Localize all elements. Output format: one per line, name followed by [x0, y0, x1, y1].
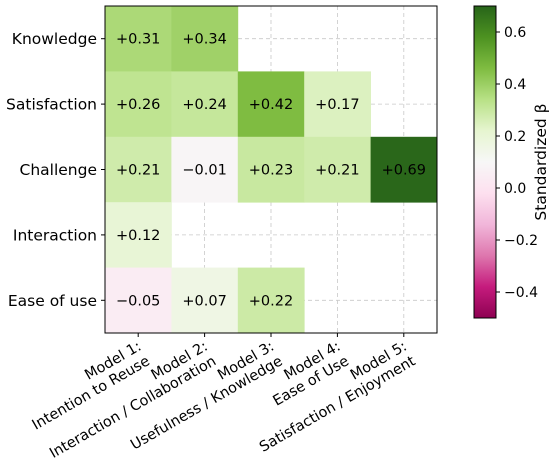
heatmap-cell	[237, 136, 305, 203]
colorbar-gradient	[473, 5, 497, 319]
cell-value-label: +0.31	[116, 32, 160, 48]
cell-value-label: −0.05	[116, 293, 160, 309]
cell-value-label: +0.17	[315, 97, 359, 113]
cell-value-labels: +0.31 +0.34 +0.26 +0.24 +0.42 +0.17 +0.21 −0.01…	[116, 32, 426, 310]
heatmap-cell	[171, 136, 239, 203]
cell-value-label: +0.69	[382, 163, 426, 179]
colorbar-label: Standardized β	[532, 103, 550, 220]
cell-value-label: +0.24	[182, 97, 226, 113]
y-tick-label: Challenge	[20, 161, 98, 179]
y-tick-label: Knowledge	[12, 30, 97, 48]
heatmap-cells	[105, 6, 438, 334]
heatmap-cell	[105, 267, 172, 334]
colorbar-tick-label: −0.2	[504, 233, 538, 249]
y-tick-label: Interaction	[13, 226, 97, 244]
colorbar-tick-label: 0.4	[504, 77, 526, 93]
colorbar: 0.6 0.4 0.2 0.0 −0.2 −0.4 Standardized β	[473, 5, 550, 319]
heatmap-cell	[105, 202, 172, 268]
colorbar-tick-label: −0.4	[504, 285, 538, 301]
heatmap-cell	[304, 71, 371, 138]
cell-value-label: +0.22	[249, 293, 293, 309]
heatmap-cell	[370, 136, 438, 203]
colorbar-tick-label: 0.2	[504, 129, 526, 145]
cell-value-label: +0.34	[182, 32, 226, 48]
y-tick-label: Ease of use	[8, 292, 97, 310]
cell-value-label: +0.21	[116, 163, 160, 179]
cell-value-label: +0.23	[249, 163, 293, 179]
y-axis-ticks: Knowledge Satisfaction Challenge Interactio…	[6, 30, 105, 310]
cell-value-label: +0.12	[116, 228, 160, 244]
heatmap-cell	[171, 6, 239, 72]
y-tick-label: Satisfaction	[6, 96, 97, 114]
cell-value-label: +0.07	[182, 293, 226, 309]
cell-value-label: +0.42	[249, 97, 293, 113]
heatmap-cell	[237, 71, 305, 138]
colorbar-tick-label: 0.6	[504, 25, 526, 41]
x-tick-label: Model 1:Intention to Reuse	[21, 339, 153, 434]
heatmap-cell	[105, 136, 172, 203]
heatmap-cell	[237, 267, 305, 334]
heatmap-cell	[171, 71, 239, 138]
cell-value-label: +0.21	[315, 163, 359, 179]
heatmap-cell	[105, 71, 172, 138]
heatmap-cell	[171, 267, 239, 334]
colorbar-tick-label: 0.0	[504, 181, 526, 197]
cell-value-label: −0.01	[182, 163, 226, 179]
heatmap-cell	[304, 136, 371, 203]
cell-value-label: +0.26	[116, 97, 160, 113]
heatmap-cell	[105, 6, 172, 72]
